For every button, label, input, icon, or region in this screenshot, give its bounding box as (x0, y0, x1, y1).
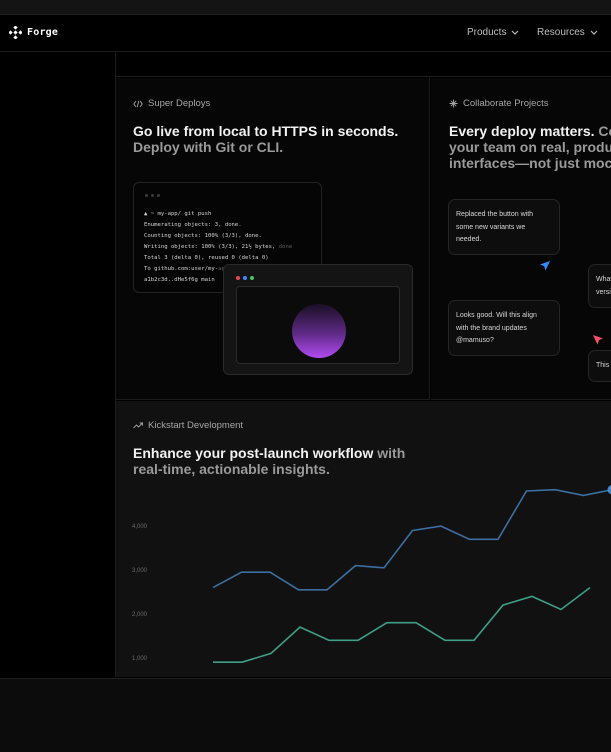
series-line (212, 488, 611, 591)
chevron-down-icon (512, 30, 519, 35)
terminal-line-text: ▲ ~ my-app/ git push (144, 211, 212, 217)
collab-headline: Every deploy matters. Co your team on re… (449, 123, 611, 171)
collab-headline-line2: your team on real, produ (449, 139, 611, 155)
series-line (213, 586, 591, 663)
comment-text: versi (596, 288, 611, 296)
comment-text: Looks good. Will this align (456, 312, 537, 319)
insights-headline-line1-tail: with (373, 445, 406, 461)
comment-bubble[interactable]: Looks good. Will this align with the bra… (448, 300, 560, 356)
terminal-line: ▲ ~ my-app/ git push (144, 209, 292, 220)
collab-headline-line3: interfaces—not just moc (449, 155, 611, 171)
trend-up-icon (133, 422, 143, 429)
collab-eyebrow: Collaborate Projects (449, 98, 549, 109)
insights-eyebrow-label: Kickstart Development (148, 420, 244, 431)
comment-text: needed. (456, 236, 482, 243)
insights-eyebrow: Kickstart Development (133, 420, 243, 431)
sparkle-icon (449, 99, 458, 108)
y-tick-label: 4,000 (132, 524, 148, 530)
deploy-preview-window (223, 264, 413, 375)
browser-top-strip (0, 0, 611, 15)
window-dot (250, 276, 254, 280)
left-rail-divider (115, 53, 116, 677)
comment-text: What (596, 276, 611, 283)
terminal-line-text: a1b2c3d..dHe5f6g main (144, 277, 215, 283)
comment-text: some new variants we (456, 223, 526, 231)
comment-text: @mamuso? (456, 337, 494, 344)
terminal-line-text: Total 3 (delta 0), reused 0 (delta 0) (144, 255, 269, 261)
forge-logo-icon (9, 26, 22, 39)
comment-text: with the brand updates (456, 324, 527, 332)
deploys-eyebrow: Super Deploys (133, 98, 210, 109)
terminal-window-dots (145, 194, 160, 197)
terminal-line-text: Enumerating objects: 3, done. (144, 222, 242, 228)
insights-panel: 4,000 3,000 2,000 1,000 Kickstart Developme… (116, 401, 611, 677)
terminal-line-text: Counting objects: 100% (3/3), done. (144, 233, 262, 239)
collab-panel: Collaborate Projects Every deploy matter… (431, 78, 611, 400)
nav-products-label: Products (467, 27, 507, 38)
brand-logo[interactable]: Forge (9, 26, 58, 39)
nav-resources-label: Resources (537, 27, 585, 38)
terminal-line: Writing objects: 100% (3/3), 21½ bytes, … (144, 242, 292, 253)
comment-text: Replaced the button with (456, 211, 534, 218)
window-dot (236, 276, 240, 280)
deploys-eyebrow-label: Super Deploys (148, 98, 211, 109)
terminal-line: Counting objects: 100% (3/3), done. (144, 231, 292, 242)
window-dot (243, 276, 247, 280)
nav-products[interactable]: Products (467, 27, 519, 38)
terminal-line: a1b2c3d..dHe5f6g main (144, 275, 292, 286)
terminal-line-muted: done (278, 244, 293, 250)
deploys-panel: Super Deploys Go live from local to HTTP… (116, 78, 430, 400)
y-tick-label: 2,000 (132, 612, 148, 618)
terminal-line: Total 3 (delta 0), reused 0 (delta 0) (144, 253, 292, 264)
comment-bubble[interactable]: This (588, 350, 611, 382)
collab-eyebrow-label: Collaborate Projects (463, 98, 549, 109)
terminal-line: Enumerating objects: 3, done. (144, 220, 292, 231)
cursor-pointer-red-icon (593, 335, 603, 345)
logo-text: Forge (27, 27, 59, 38)
preview-viewport (236, 286, 400, 364)
cursor-pointer-blue-icon (540, 261, 550, 271)
deploys-headline-line1: Go live from local to HTTPS in seconds. (133, 123, 399, 139)
insights-headline-line2: real-time, actionable insights. (133, 461, 330, 477)
deploys-headline: Go live from local to HTTPS in seconds. … (133, 123, 398, 155)
terminal-line-text: Writing objects: 100% (3/3), 21½ bytes, (144, 244, 279, 250)
section-spacer (116, 53, 611, 77)
chevron-down-icon (590, 30, 598, 35)
y-tick-label: 3,000 (132, 568, 148, 574)
insights-line-chart: 4,000 3,000 2,000 1,000 (132, 485, 611, 663)
comment-bubble[interactable]: Replaced the button with some new varian… (448, 199, 560, 255)
top-navigation: Forge Products Resources (0, 16, 611, 52)
insights-headline: Enhance your post-launch workflow with r… (133, 445, 405, 477)
comment-bubble[interactable]: What versi (588, 264, 611, 308)
series-endpoint-marker[interactable] (607, 485, 611, 495)
comment-text: This (596, 362, 610, 369)
gradient-orb (292, 304, 346, 358)
terminal-line-text: To github.com:user/my- (144, 266, 219, 272)
deploys-headline-line2: Deploy with Git or CLI. (133, 139, 284, 155)
nav-resources[interactable]: Resources (537, 27, 598, 38)
page-bottom-area (0, 678, 611, 752)
insights-headline-line1: Enhance your post-launch workflow (133, 445, 374, 461)
y-tick-label: 1,000 (132, 656, 148, 662)
collab-headline-line1: Every deploy matters. (449, 123, 599, 139)
collab-headline-line1-tail: Co (598, 123, 611, 139)
code-icon (133, 100, 143, 107)
preview-window-dots (236, 276, 254, 280)
